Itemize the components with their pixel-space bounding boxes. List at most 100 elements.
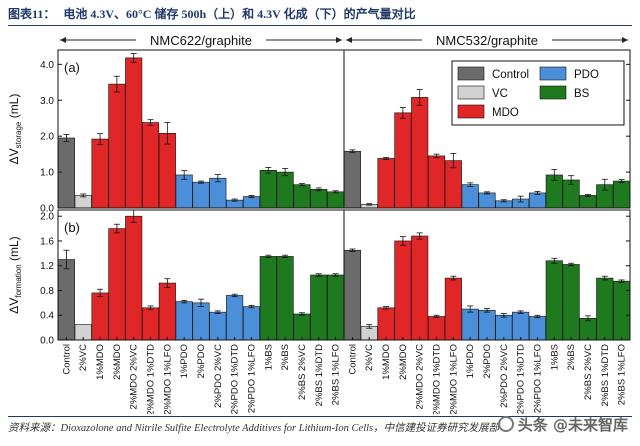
bar [327,274,345,341]
watermark-text: 头条 @未来智库 [517,415,628,434]
bar [192,181,210,209]
x-tick-label: 2%BS 2%VC [297,344,308,400]
x-tick-label: 2%MDO 2%VC [129,344,140,410]
bar [192,302,210,341]
y-tick-label: 4.0 [40,60,54,71]
caption-rule [8,25,632,26]
bar [394,240,412,341]
figure-title: 电池 4.3V、60°C 储存 500h（上）和 4.3V 化成（下）的产气量对… [63,7,416,21]
bar [125,215,143,341]
x-tick-label: 2%PDO 1%DTD [230,344,241,414]
bar [461,308,479,341]
bar [293,313,311,341]
bar [528,192,547,209]
x-tick-label: 2%MDO 1%DTD [146,344,157,414]
bar [579,195,597,209]
bar [158,282,176,341]
y-tick-label: 1.0 [40,168,54,179]
x-tick-label: 2%PDO [482,344,493,378]
chart: NMC622/graphite NMC532/graphite 0.0 1.0 2.0 3… [7,32,631,414]
bar [310,189,328,209]
legend-label: MDO [492,107,519,119]
bar [343,249,361,341]
bar [427,155,446,209]
bar [175,174,193,209]
source-rule [8,416,632,417]
x-tick-label: 1%BS [263,344,274,370]
y-tick-label: 3.0 [40,96,54,107]
bar [613,180,631,209]
bar [141,307,160,341]
y-axis-label-main: ΔV [7,298,21,314]
bar [528,316,547,341]
bar [512,311,530,341]
bar [108,83,126,209]
x-tick-label: 2%MDO [398,344,409,380]
x-tick-label: 2%PDO 1%LFO [246,344,257,413]
bar [141,122,160,209]
x-tick-label: 2%PDO [196,344,207,378]
bar [478,192,496,209]
y-tick-label: 0.0 [40,336,54,347]
bar [411,97,429,209]
bar [377,307,395,341]
group-title-bg [136,32,266,48]
x-tick-label: 2%PDO 1%DTD [516,344,527,414]
panel-label: (a) [64,60,80,75]
y-tick-label: 0.8 [40,286,54,297]
figure-label: 图表11： [8,7,56,21]
x-tick-label: 2%BS 1%LFO [617,344,628,405]
group-arrow-right-icon [622,37,628,43]
bar [125,57,143,209]
x-tick-label: 2%BS 2%VC [583,344,594,400]
y-axis-label-sub: formation [14,264,23,297]
x-tick-label: Control [61,344,72,375]
x-tick-label: 2%MDO 1%LFO [162,344,173,414]
bar [343,150,361,209]
legend-swatch [457,85,485,100]
bar [259,169,277,209]
figure-caption: 图表11： 电池 4.3V、60°C 储存 500h（上）和 4.3V 化成（下）… [8,4,632,24]
bar [108,228,126,341]
x-tick-label: 2%MDO 1%LFO [448,344,459,414]
bar [276,171,294,209]
x-tick-label: 1%MDO [381,344,392,380]
group-title: NMC532/graphite [436,33,538,48]
bar [377,158,395,209]
legend-swatch [539,66,567,81]
x-tick-label: 2%MDO 2%VC [415,344,426,410]
bar [226,295,244,341]
bar [91,292,109,341]
y-axis-label: ΔVformation (mL) [7,236,23,313]
bar [158,133,176,209]
x-tick-label: 2%VC [78,344,89,371]
y-axis-label-main: ΔV [7,148,21,164]
bar [411,235,429,341]
bar [327,191,345,209]
y-axis-label-unit: (mL) [7,94,21,122]
x-tick-label: 2%MDO 1%DTD [432,344,443,414]
source-note: 资料来源：Dioxazolone and Nitrile Sulfite Ele… [8,423,500,434]
x-tick-label: 1%BS [549,344,560,370]
y-tick-label: 0.4 [40,311,54,322]
watermark: 头条 @未来智库 [497,412,628,436]
legend-label: VC [492,88,508,100]
bar [91,138,109,209]
watermark-logo-icon [497,416,514,432]
x-tick-label: 2%BS [280,344,291,370]
bar [209,177,227,209]
bar [461,184,479,209]
legend-swatch [539,85,567,100]
y-tick-label: 0.0 [40,204,54,215]
bar [444,277,462,341]
bar [276,256,294,341]
bar [57,137,75,209]
panel-label: (b) [64,220,80,235]
group-arrow-right-icon [336,37,342,43]
legend-label: Control [492,69,529,81]
x-tick-label: 2%PDO 1%LFO [532,344,543,413]
bar [57,259,75,341]
y-tick-label: 1.2 [40,261,54,272]
x-tick-label: Control [347,344,358,375]
x-tick-label: 2%BS 1%LFO [331,344,342,405]
